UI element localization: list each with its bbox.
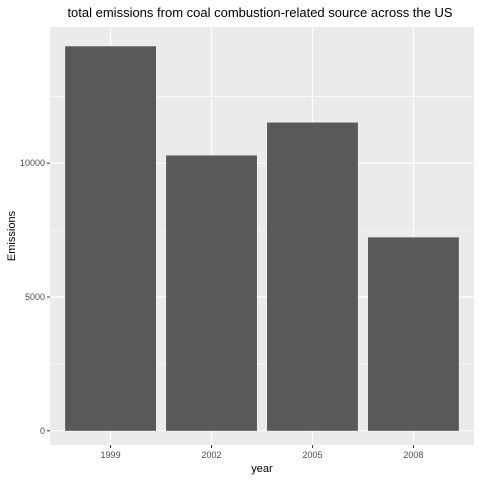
x-axis-label: year	[251, 463, 273, 475]
y-axis-label: Emissions	[6, 210, 18, 261]
y-axis: 0 5000 10000	[20, 158, 50, 436]
x-tick-label: 2005	[302, 450, 322, 460]
y-tick-label: 10000	[20, 158, 45, 168]
bars	[65, 46, 459, 431]
x-tick-label: 2002	[202, 450, 222, 460]
chart-title: total emissions from coal combustion-rel…	[67, 5, 452, 20]
x-axis: 1999 2002 2005 2008	[101, 445, 423, 460]
bar-2002	[166, 155, 257, 431]
x-tick-label: 1999	[101, 450, 121, 460]
bar-2008	[368, 237, 459, 431]
bar-1999	[65, 46, 156, 431]
y-tick-label: 5000	[25, 292, 45, 302]
x-tick-label: 2008	[403, 450, 423, 460]
y-tick-label: 0	[40, 426, 45, 436]
bar-2005	[267, 122, 358, 431]
